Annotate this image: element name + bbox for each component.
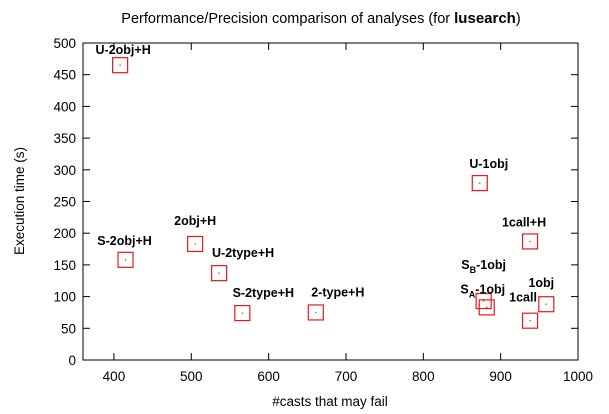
data-point-marker bbox=[187, 235, 204, 253]
data-point-dot bbox=[486, 306, 488, 309]
x-tick-label: 1000 bbox=[563, 369, 593, 384]
data-point-dot bbox=[479, 182, 481, 184]
data-point-label-text: S-2obj+H bbox=[97, 234, 152, 248]
y-tick-label: 0 bbox=[68, 353, 76, 368]
axis-ticks bbox=[83, 42, 579, 361]
data-point-dot bbox=[124, 259, 127, 261]
data-point-label-text: S bbox=[460, 282, 468, 296]
data-point-label-suffix: -1obj bbox=[475, 282, 505, 296]
chart-title-emphasis: lusearch bbox=[454, 10, 516, 27]
data-point-marker bbox=[521, 312, 539, 329]
data-point-label: S-2obj+H bbox=[97, 234, 152, 248]
y-tick-label: 350 bbox=[53, 131, 76, 146]
chart-title-suffix: ) bbox=[516, 11, 521, 27]
data-point-label-text: U-2type+H bbox=[212, 246, 274, 260]
y-tick-label: 200 bbox=[53, 226, 76, 241]
chart-title-main: Performance/Precision comparison of anal… bbox=[121, 11, 454, 27]
y-tick-label: 100 bbox=[53, 290, 76, 305]
y-axis-label: Execution time (s) bbox=[12, 147, 27, 255]
data-point-dot bbox=[482, 300, 485, 302]
data-point-marker bbox=[471, 175, 488, 192]
tick-labels: 400 500 600 700 800 900 1000 0 50 100 150 200 250 300… bbox=[53, 36, 593, 384]
data-point-marker bbox=[234, 304, 251, 322]
data-point-label-subscript: A bbox=[469, 289, 476, 299]
data-point-dot bbox=[119, 64, 121, 66]
x-tick-label: 600 bbox=[257, 369, 280, 384]
data-point-label-text: 2-type+H bbox=[311, 285, 364, 299]
x-tick-label: 700 bbox=[335, 369, 358, 384]
data-point-marker bbox=[307, 304, 324, 321]
data-point-label-text: U-2obj+H bbox=[96, 43, 151, 57]
data-point-label: U-2obj+H bbox=[96, 43, 151, 57]
data-point-dot bbox=[545, 303, 547, 305]
data-point-dot bbox=[194, 243, 196, 245]
data-point-dot bbox=[315, 311, 317, 314]
data-point-label: 1call+H bbox=[502, 215, 546, 229]
data-point-marker bbox=[478, 299, 495, 316]
data-point-label: S-2type+H bbox=[233, 286, 294, 300]
data-point-label-text: 1obj bbox=[528, 276, 554, 290]
data-point-label: SA-1obj bbox=[460, 282, 505, 299]
x-axis-label: #casts that may fail bbox=[272, 394, 388, 409]
data-point-dot bbox=[529, 319, 531, 322]
y-tick-label: 250 bbox=[53, 195, 76, 210]
data-point-label-text: S-2type+H bbox=[233, 286, 294, 300]
data-point-dot bbox=[529, 240, 531, 243]
data-point-marker bbox=[112, 57, 129, 74]
plot-area-frame bbox=[82, 42, 579, 361]
data-point-label: 1call bbox=[509, 291, 537, 305]
data-point-label-subscript: B bbox=[470, 265, 477, 275]
data-point-label: U-2type+H bbox=[212, 246, 274, 260]
y-tick-label: 50 bbox=[61, 321, 76, 336]
data-point-marker bbox=[521, 233, 539, 250]
y-tick-label: 500 bbox=[53, 36, 76, 51]
data-point-labels: U-2obj+H S-2obj+H 2obj+H U-2type+H S-2type+H… bbox=[96, 43, 555, 305]
x-tick-label: 800 bbox=[412, 369, 435, 384]
data-point-marker bbox=[117, 251, 134, 268]
data-point-label-text: 2obj+H bbox=[174, 214, 216, 228]
y-tick-label: 300 bbox=[53, 163, 76, 178]
data-point-dot bbox=[241, 312, 244, 314]
data-point-marker bbox=[475, 292, 492, 310]
data-points bbox=[112, 57, 555, 329]
y-tick-label: 400 bbox=[53, 99, 76, 114]
x-tick-label: 500 bbox=[180, 369, 203, 384]
data-point-label-text: U-1obj bbox=[469, 157, 508, 171]
y-tick-label: 150 bbox=[53, 258, 76, 273]
data-point-marker bbox=[538, 296, 555, 313]
chart-title: Performance/Precision comparison of anal… bbox=[121, 10, 520, 27]
data-point-label-suffix: -1obj bbox=[476, 258, 506, 272]
data-point-label: SB-1obj bbox=[461, 258, 506, 275]
y-tick-label: 450 bbox=[53, 68, 76, 83]
x-tick-label: 400 bbox=[103, 369, 126, 384]
data-point-marker bbox=[211, 265, 228, 282]
data-point-dot bbox=[218, 272, 220, 274]
data-point-label: 1obj bbox=[528, 276, 554, 290]
data-point-label: 2obj+H bbox=[174, 214, 216, 228]
data-point-label-text: 1call+H bbox=[502, 215, 546, 229]
data-point-label-text: S bbox=[461, 258, 469, 272]
data-point-label-text: 1call bbox=[509, 291, 537, 305]
data-point-label: U-1obj bbox=[469, 157, 508, 171]
x-tick-label: 900 bbox=[489, 369, 512, 384]
data-point-label: 2-type+H bbox=[311, 285, 364, 299]
